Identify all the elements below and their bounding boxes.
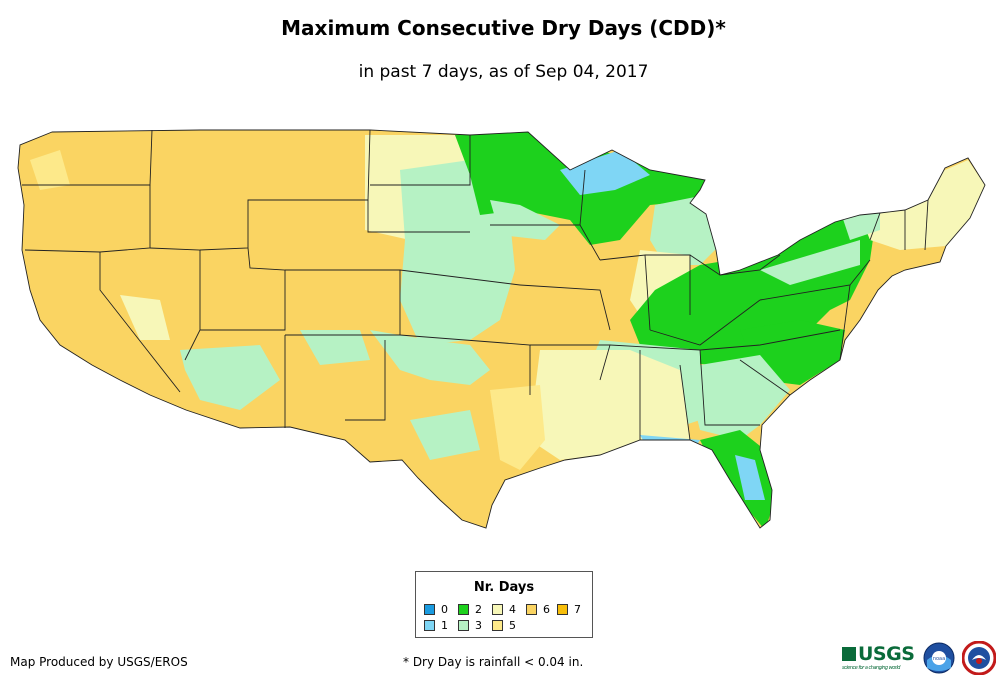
legend-swatch-0 xyxy=(424,604,435,615)
legend-item-0: 0 xyxy=(424,603,448,616)
legend-swatch-2 xyxy=(458,604,469,615)
legend-label-0: 0 xyxy=(441,603,448,616)
noaa-logo-text: noaa xyxy=(933,656,945,662)
legend-item-2: 2 xyxy=(458,603,482,616)
map-title: Maximum Consecutive Dry Days (CDD)* xyxy=(281,16,726,40)
legend-swatch-4 xyxy=(492,604,503,615)
legend-item-3: 3 xyxy=(458,619,482,632)
nws-logo xyxy=(962,641,996,675)
dry-day-footnote: * Dry Day is rainfall < 0.04 in. xyxy=(403,655,584,669)
legend-box: Nr. Days 0 1 2 3 4 5 6 7 xyxy=(415,571,593,638)
legend-label-3: 3 xyxy=(475,619,482,632)
legend-item-7: 7 xyxy=(557,603,581,616)
usgs-tagline: science for a changing world xyxy=(842,665,900,671)
legend-swatch-6 xyxy=(526,604,537,615)
legend-item-4: 4 xyxy=(492,603,516,616)
noaa-logo: noaa xyxy=(923,642,955,674)
legend-label-4: 4 xyxy=(509,603,516,616)
usgs-logo: USGS science for a changing world xyxy=(842,643,915,671)
usgs-wave-icon xyxy=(842,647,856,661)
legend-label-6: 6 xyxy=(543,603,550,616)
legend-item-6: 6 xyxy=(526,603,550,616)
legend-label-1: 1 xyxy=(441,619,448,632)
map-subtitle: in past 7 days, as of Sep 04, 2017 xyxy=(358,62,649,82)
legend-label-5: 5 xyxy=(509,619,516,632)
legend-swatch-1 xyxy=(424,620,435,631)
legend-item-5: 5 xyxy=(492,619,516,632)
legend-item-1: 1 xyxy=(424,619,448,632)
map-credit: Map Produced by USGS/EROS xyxy=(10,655,188,669)
legend-swatch-3 xyxy=(458,620,469,631)
legend-label-2: 2 xyxy=(475,603,482,616)
legend-swatch-5 xyxy=(492,620,503,631)
legend-title: Nr. Days xyxy=(473,580,535,595)
legend-label-7: 7 xyxy=(574,603,581,616)
legend-swatch-7 xyxy=(557,604,568,615)
usgs-logo-text: USGS xyxy=(858,643,915,665)
state-borders xyxy=(17,129,986,529)
